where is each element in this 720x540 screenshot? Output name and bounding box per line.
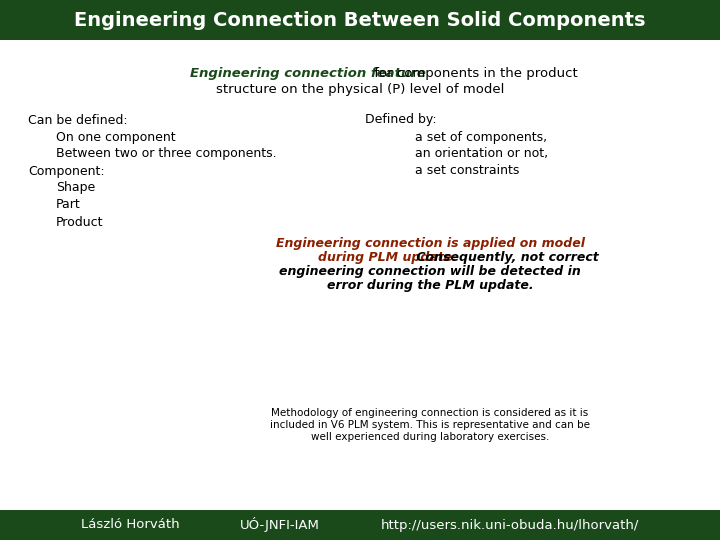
Text: engineering connection will be detected in: engineering connection will be detected … <box>279 266 581 279</box>
Text: Component:: Component: <box>28 165 104 178</box>
Text: Engineering connection feature: Engineering connection feature <box>191 68 426 80</box>
Text: Consequently, not correct: Consequently, not correct <box>412 252 598 265</box>
FancyBboxPatch shape <box>0 0 720 40</box>
Text: Can be defined:: Can be defined: <box>28 113 127 126</box>
Text: error during the PLM update.: error during the PLM update. <box>327 280 534 293</box>
Text: Between two or three components.: Between two or three components. <box>56 147 276 160</box>
Text: Part: Part <box>56 199 81 212</box>
Text: Methodology of engineering connection is considered as it is
included in V6 PLM : Methodology of engineering connection is… <box>270 408 590 442</box>
Text: Engineering Connection Between Solid Components: Engineering Connection Between Solid Com… <box>74 10 646 30</box>
FancyBboxPatch shape <box>0 510 720 540</box>
Text: http://users.nik.uni-obuda.hu/lhorvath/: http://users.nik.uni-obuda.hu/lhorvath/ <box>381 518 639 531</box>
Text: during PLM update.: during PLM update. <box>318 252 457 265</box>
Text: UÓ-JNFI-IAM: UÓ-JNFI-IAM <box>240 517 320 532</box>
Text: László Horváth: László Horváth <box>81 518 179 531</box>
Text: Defined by:: Defined by: <box>365 113 436 126</box>
Text: Engineering connection is applied on model: Engineering connection is applied on mod… <box>276 238 585 251</box>
Text: for components in the product: for components in the product <box>371 68 578 80</box>
Text: structure on the physical (P) level of model: structure on the physical (P) level of m… <box>216 83 504 96</box>
Text: a set constraints: a set constraints <box>415 165 519 178</box>
Text: On one component: On one component <box>56 131 176 144</box>
Text: an orientation or not,: an orientation or not, <box>415 147 548 160</box>
Text: a set of components,: a set of components, <box>415 131 547 144</box>
Text: Shape: Shape <box>56 181 95 194</box>
Text: Product: Product <box>56 215 104 228</box>
